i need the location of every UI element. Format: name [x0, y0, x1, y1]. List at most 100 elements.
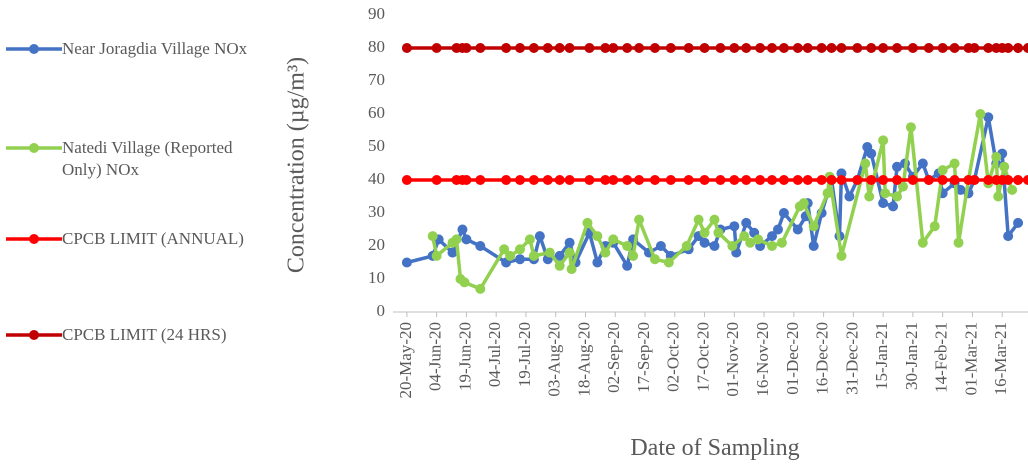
data-point — [778, 43, 789, 53]
legend-label: CPCB LIMIT (24 HRS) — [62, 325, 227, 344]
data-point — [715, 175, 726, 185]
data-point — [649, 43, 660, 53]
y-tick-label: 40 — [368, 169, 385, 188]
data-point — [892, 175, 903, 185]
data-point — [427, 231, 438, 242]
x-tick-label: 01-Nov-20 — [723, 322, 742, 397]
x-tick-label: 17-Sep-20 — [634, 322, 653, 393]
x-tick-label: 16-Nov-20 — [753, 322, 772, 397]
y-tick-label: 10 — [368, 268, 385, 287]
data-point — [745, 237, 756, 248]
data-point — [564, 237, 575, 248]
data-point — [461, 234, 472, 245]
data-point — [622, 43, 633, 53]
y-axis-title: Concentration (µg/m³) — [284, 57, 310, 273]
x-tick-label: 02-Oct-20 — [664, 322, 683, 392]
y-tick-label: 20 — [368, 235, 385, 254]
data-point — [655, 241, 666, 251]
x-tick-label: 14-Feb-21 — [932, 322, 951, 393]
data-point — [772, 224, 783, 235]
data-point — [608, 43, 619, 53]
data-point — [755, 43, 766, 53]
data-point — [1013, 217, 1024, 228]
legend-entry: CPCB LIMIT (24 HRS) — [4, 324, 260, 346]
x-tick-label: 19-Jul-20 — [515, 322, 534, 387]
data-point — [852, 175, 863, 185]
data-point — [401, 257, 412, 268]
data-point — [401, 43, 412, 53]
data-point — [755, 175, 766, 185]
data-point — [709, 214, 720, 225]
data-point — [727, 241, 738, 251]
data-point — [1013, 43, 1024, 53]
data-point — [515, 175, 525, 185]
data-point — [505, 250, 516, 261]
data-point — [983, 175, 994, 185]
x-tick-label: 04-Jun-20 — [426, 322, 445, 391]
data-point — [983, 43, 994, 53]
data-point — [860, 158, 871, 169]
data-point — [878, 175, 889, 185]
data-point — [792, 175, 803, 185]
data-point — [451, 234, 462, 245]
data-point — [778, 208, 789, 218]
data-point — [808, 241, 819, 251]
data-point — [753, 234, 764, 245]
data-point — [709, 241, 720, 251]
data-point — [729, 221, 740, 232]
data-point — [475, 241, 486, 251]
legend-label: Near Joragdia Village NOx — [62, 39, 248, 58]
data-point — [878, 43, 889, 53]
data-point — [461, 175, 472, 185]
data-point — [584, 175, 595, 185]
data-point — [1003, 43, 1014, 53]
legend-entry: Natedi Village (Reported Only) NOx — [4, 137, 260, 181]
legend-entry: CPCB LIMIT (ANNUAL) — [4, 228, 260, 250]
data-point — [937, 43, 948, 53]
data-point — [892, 43, 903, 53]
x-axis-title: Date of Sampling — [630, 435, 799, 461]
x-tick-label: 17-Oct-20 — [693, 322, 712, 392]
data-point — [729, 43, 740, 53]
legend-icon — [6, 330, 62, 340]
data-point — [515, 254, 525, 265]
data-point — [524, 234, 535, 245]
data-point — [949, 43, 960, 53]
data-point — [566, 264, 577, 275]
x-tick-label: 01-Mar-21 — [961, 322, 980, 395]
data-point — [866, 148, 877, 159]
legend-entry: Near Joragdia Village NOx — [4, 38, 260, 60]
data-point — [917, 158, 928, 169]
y-tick-label: 70 — [368, 70, 385, 89]
legend-icon — [6, 44, 62, 54]
data-point — [892, 161, 903, 172]
data-point — [969, 175, 980, 185]
data-point — [888, 201, 899, 212]
legend-marker — [29, 44, 39, 54]
data-point — [622, 260, 633, 271]
data-point — [836, 250, 847, 261]
data-point — [878, 198, 889, 209]
data-point — [802, 43, 813, 53]
data-point — [878, 135, 889, 146]
y-tick-label: 90 — [368, 4, 385, 23]
data-point — [515, 43, 525, 53]
data-point — [699, 237, 710, 248]
data-point — [475, 283, 486, 294]
x-tick-label: 04-Jul-20 — [485, 322, 504, 387]
data-point — [401, 175, 412, 185]
data-point — [501, 175, 512, 185]
data-point — [431, 250, 442, 261]
data-point — [826, 175, 837, 185]
data-point — [949, 158, 960, 169]
data-point — [1007, 184, 1018, 195]
data-point — [554, 43, 565, 53]
y-tick-label: 0 — [377, 301, 386, 320]
x-tick-label: 16-Mar-21 — [991, 322, 1010, 395]
data-point — [534, 231, 545, 242]
data-point — [461, 43, 472, 53]
y-tick-label: 60 — [368, 103, 385, 122]
data-point — [528, 43, 539, 53]
data-point — [729, 175, 740, 185]
data-point — [836, 175, 847, 185]
